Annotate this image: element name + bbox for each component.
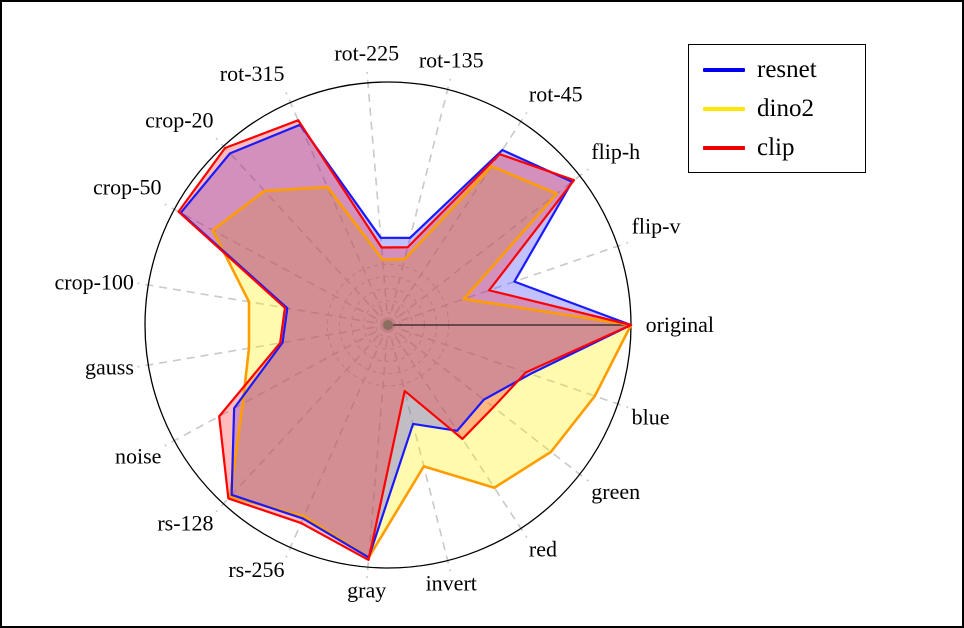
series-resnet-fill <box>180 124 631 558</box>
axis-line-crop-20 <box>215 137 389 326</box>
axis-label-crop-100: crop-100 <box>55 270 134 295</box>
axis-line-gray <box>366 324 389 579</box>
axis-line-rot-45 <box>387 111 528 326</box>
axis-label-invert: invert <box>426 571 477 596</box>
series-clip-line <box>177 119 633 562</box>
axis-line-crop-100 <box>137 282 389 326</box>
axis-label-crop-50: crop-50 <box>93 174 161 199</box>
series-dino2-fill <box>212 166 632 558</box>
axis-line-green <box>387 324 589 482</box>
axis-line-noise <box>164 324 389 447</box>
axis-label-flip-h: flip-h <box>591 139 640 164</box>
axis-label-rot-45: rot-45 <box>529 81 583 106</box>
axis-line-invert <box>387 324 452 572</box>
axis-line-gauss <box>137 324 389 368</box>
axis-label-rot-135: rot-135 <box>419 47 484 72</box>
series-clip-fill <box>178 120 631 560</box>
axis-line-rot-135 <box>387 78 452 326</box>
legend-label-clip: clip <box>757 134 795 161</box>
legend-line-clip <box>703 145 745 150</box>
axis-label-original: original <box>646 312 714 337</box>
legend-item-clip: clip <box>703 135 851 160</box>
axis-label-gauss: gauss <box>85 354 134 379</box>
axis-label-flip-v: flip-v <box>632 213 681 238</box>
legend-label-dino2: dino2 <box>757 95 814 122</box>
legend-item-resnet: resnet <box>703 57 851 82</box>
axis-label-noise: noise <box>115 444 161 469</box>
axis-line-rs-128 <box>215 324 389 513</box>
axis-line-rot-315 <box>285 92 389 326</box>
axis-line-blue <box>387 324 629 409</box>
legend-line-resnet <box>703 67 745 72</box>
axis-label-green: green <box>591 479 640 504</box>
axis-line-flip-v <box>387 241 629 326</box>
axis-label-crop-20: crop-20 <box>145 107 213 132</box>
legend: resnet dino2 clip <box>688 44 866 173</box>
axis-line-crop-50 <box>164 203 389 326</box>
axis-label-rot-315: rot-315 <box>220 61 285 86</box>
axis-label-blue: blue <box>632 405 670 430</box>
legend-line-dino2 <box>703 106 745 111</box>
series-dino2-line <box>211 165 633 559</box>
axis-line-rot-225 <box>366 71 389 326</box>
legend-label-resnet: resnet <box>757 56 817 83</box>
axis-label-red: red <box>529 537 557 562</box>
axis-label-gray: gray <box>347 578 386 603</box>
legend-item-dino2: dino2 <box>703 96 851 121</box>
axis-label-rs-256: rs-256 <box>228 557 284 582</box>
axis-label-rot-225: rot-225 <box>334 40 399 65</box>
axis-label-rs-128: rs-128 <box>157 511 213 536</box>
center-dot <box>383 320 393 330</box>
